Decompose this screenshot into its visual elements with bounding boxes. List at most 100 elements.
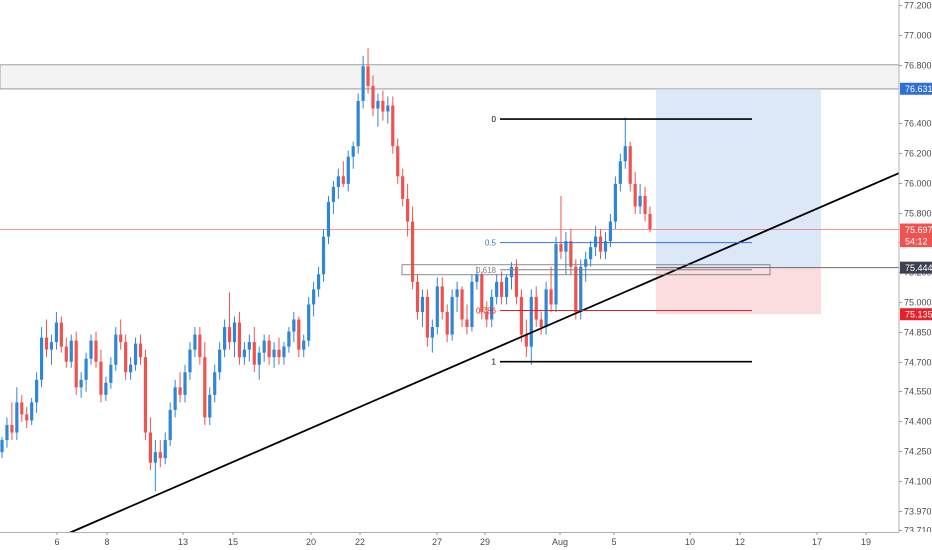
candle-body: [158, 452, 162, 459]
candle-body: [124, 342, 128, 373]
candle-body: [148, 432, 152, 463]
candle-body: [302, 340, 306, 350]
candle-body: [326, 201, 331, 237]
price-tag: [900, 308, 932, 321]
price-tag-label: 75.444: [905, 263, 932, 273]
candle-body: [69, 340, 73, 362]
candle-body: [386, 105, 390, 112]
candle-body: [569, 241, 573, 267]
candle-body: [336, 176, 340, 187]
candle-body: [163, 440, 167, 459]
candle-body: [529, 296, 533, 347]
candle-body: [49, 342, 54, 350]
candle-body: [307, 304, 311, 341]
time-tick-label: 19: [861, 537, 871, 547]
price-tick-label: 76.800: [904, 61, 932, 71]
price-tag: [900, 82, 932, 95]
position-loss-zone: [656, 267, 821, 315]
candle-body: [183, 372, 187, 395]
price-tag-label: 75.135: [905, 310, 932, 320]
candle-body: [500, 281, 504, 297]
candle-body: [559, 244, 563, 252]
price-tick-label: 73.970: [904, 507, 932, 517]
candle-body: [598, 236, 603, 252]
candle-body: [104, 382, 108, 395]
candle-body: [524, 334, 528, 347]
fib-level-label: 0.618: [476, 266, 497, 275]
candle-body: [618, 161, 622, 184]
candle-body: [237, 322, 242, 358]
candle-body: [603, 241, 608, 252]
candle-body: [490, 296, 494, 320]
candle-body: [267, 340, 271, 358]
candle-body: [401, 176, 405, 199]
candle-body: [54, 322, 59, 343]
candles-layer: [0, 48, 652, 492]
time-tick-label: 6: [54, 537, 59, 547]
candle-body: [420, 296, 425, 312]
candle-body: [213, 372, 217, 395]
time-tick-label: 13: [178, 537, 188, 547]
candle-body: [321, 236, 326, 275]
candle-body: [292, 319, 296, 332]
candle-body: [84, 358, 88, 380]
candle-body: [331, 186, 336, 202]
candle-body: [361, 66, 365, 101]
candle-body: [495, 281, 499, 297]
background-layer: [0, 64, 900, 315]
candle-body: [114, 334, 118, 365]
fib-level-label: 0.5: [485, 239, 497, 248]
candle-body: [460, 289, 464, 320]
candle-body: [272, 349, 276, 358]
price-tick-label: 75.800: [904, 209, 932, 219]
candle-body: [232, 322, 237, 343]
time-tick-label: 12: [735, 537, 745, 547]
candle-body: [391, 105, 395, 147]
candle-body: [297, 319, 301, 350]
candle-body: [198, 334, 202, 358]
candle-body: [519, 296, 523, 335]
candle-body: [203, 357, 207, 418]
candle-body: [549, 289, 553, 305]
time-tick-label: 29: [480, 537, 490, 547]
fib-618-box: [401, 264, 771, 276]
time-tick-label: 17: [812, 537, 822, 547]
candle-body: [480, 274, 484, 312]
price-tick-label: 77.200: [904, 1, 932, 11]
time-tick-label: 10: [685, 537, 695, 547]
candle-body: [351, 146, 355, 157]
candle-body: [109, 364, 113, 383]
candle-body: [277, 349, 281, 358]
candle-body: [64, 346, 68, 362]
candle-body: [282, 346, 286, 358]
candle-body: [312, 289, 316, 305]
time-tick-label: 22: [355, 537, 365, 547]
price-tick-label: 76.200: [904, 149, 932, 159]
candle-body: [168, 409, 172, 441]
price-tag-label: 54:12: [905, 236, 928, 246]
candle-body: [628, 146, 632, 184]
candle-body: [44, 337, 49, 350]
candle-body: [218, 349, 222, 373]
candle-body: [247, 342, 251, 350]
candle-body: [74, 340, 78, 388]
time-tick-label: 27: [432, 537, 442, 547]
candle-body: [153, 452, 157, 463]
candle-body: [356, 100, 360, 147]
time-tick-label: Aug: [552, 537, 568, 547]
candle-body: [643, 195, 647, 215]
candle-body: [94, 340, 98, 362]
candle-body: [178, 387, 182, 395]
candle-body: [410, 221, 415, 282]
candle-body: [554, 244, 558, 305]
candle-body: [514, 266, 519, 297]
candle-body: [564, 241, 568, 252]
candle-body: [633, 183, 637, 207]
candle-body: [366, 66, 370, 86]
candle-body: [435, 286, 439, 328]
candle-body: [20, 402, 24, 415]
price-tick-label: 76.000: [904, 179, 932, 189]
candle-body: [227, 327, 232, 343]
